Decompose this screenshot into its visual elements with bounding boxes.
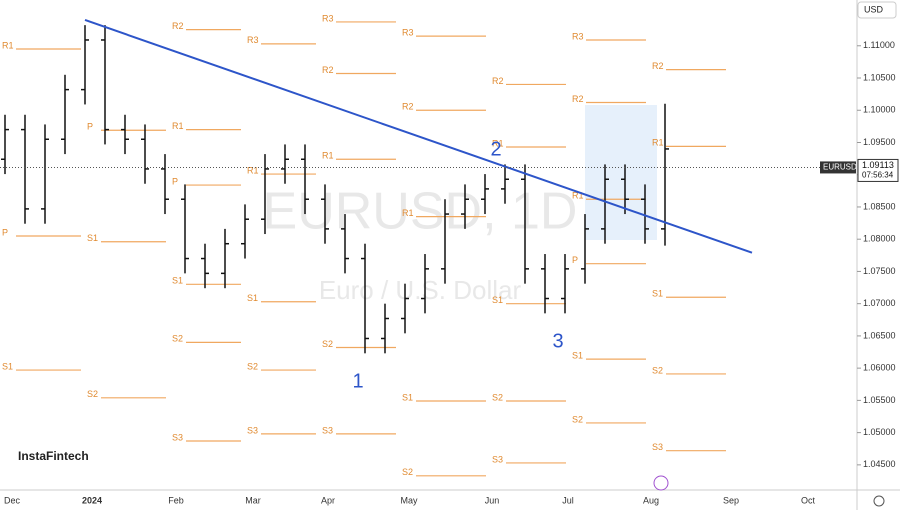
symbol: EURUSD xyxy=(823,163,857,172)
pivot-label: S3 xyxy=(247,425,258,435)
pivot-label: S1 xyxy=(572,350,583,360)
pivot-label: S1 xyxy=(2,361,13,371)
pivot-label: P xyxy=(572,255,578,265)
last-price: 1.09113 xyxy=(862,160,894,170)
x-tick-label: Feb xyxy=(168,495,184,505)
pivot-label: R1 xyxy=(322,151,334,161)
pivot-label: R1 xyxy=(492,138,504,148)
y-tick-label: 1.06000 xyxy=(863,363,896,373)
pivot-label: R2 xyxy=(402,102,414,112)
pivot-label: S1 xyxy=(87,233,98,243)
symbol-tag xyxy=(820,161,856,174)
pivot-label: S1 xyxy=(402,392,413,402)
y-tick-label: 1.10500 xyxy=(863,72,896,82)
brand: InstaFintech xyxy=(18,449,89,463)
pivot-label: R3 xyxy=(402,27,414,37)
pivot-label: R1 xyxy=(2,40,14,50)
pivot-label: R2 xyxy=(172,21,184,31)
wave-label: 2 xyxy=(490,138,501,160)
pivot-label: P xyxy=(2,227,8,237)
pivot-label: S2 xyxy=(402,467,413,477)
pivot-label: S2 xyxy=(87,389,98,399)
pivot-label: S2 xyxy=(322,339,333,349)
x-tick-label: Oct xyxy=(801,495,816,505)
y-tick-label: 1.09500 xyxy=(863,137,896,147)
y-tick-label: 1.08000 xyxy=(863,234,896,244)
x-tick-label: Dec xyxy=(4,495,21,505)
currency[interactable]: USD xyxy=(864,4,884,14)
countdown: 07:56:34 xyxy=(862,171,894,180)
y-tick-label: 1.07000 xyxy=(863,298,896,308)
y-tick-label: 1.08500 xyxy=(863,201,896,211)
pivot-label: S2 xyxy=(247,361,258,371)
watermark: EURUSD, 1D xyxy=(263,183,578,241)
pivot-label: R3 xyxy=(572,31,584,41)
x-tick-label: Apr xyxy=(321,495,335,505)
event-icon[interactable] xyxy=(653,475,669,491)
x-tick-label: May xyxy=(400,495,418,505)
pivot-label: S2 xyxy=(572,414,583,424)
wave-label: 3 xyxy=(552,330,563,352)
x-tick-label: Jul xyxy=(562,495,574,505)
pivot-label: P xyxy=(172,176,178,186)
x-tick-label: Jun xyxy=(485,495,500,505)
x-tick-label: Aug xyxy=(643,495,659,505)
pivot-label: S2 xyxy=(652,365,663,375)
watermark-subtitle: Euro / U.S. Dollar xyxy=(319,275,522,305)
pivot-label: S3 xyxy=(172,432,183,442)
pivot-label: R2 xyxy=(322,65,334,75)
x-tick-label: 2024 xyxy=(82,495,102,505)
pivot-label: S1 xyxy=(247,293,258,303)
pivot-label: S2 xyxy=(492,392,503,402)
y-tick-label: 1.04500 xyxy=(863,459,896,469)
y-tick-label: 1.07500 xyxy=(863,266,896,276)
pivot-label: R1 xyxy=(402,208,414,218)
pivot-label: S1 xyxy=(652,289,663,299)
volume-profile xyxy=(585,105,657,240)
x-tick-label: Mar xyxy=(245,495,261,505)
wave-label: 1 xyxy=(352,370,363,392)
pivot-label: S3 xyxy=(492,454,503,464)
pivot-label: R2 xyxy=(572,94,584,104)
pivot-label: S2 xyxy=(172,334,183,344)
price-tag xyxy=(857,158,899,182)
y-tick-label: 1.06500 xyxy=(863,330,896,340)
pivot-label: R1 xyxy=(572,191,584,201)
pivot-label: R1 xyxy=(247,165,259,175)
y-tick-label: 1.05500 xyxy=(863,395,896,405)
pivot-label: S1 xyxy=(172,276,183,286)
pivot-label: R1 xyxy=(172,121,184,131)
pivot-label: R1 xyxy=(652,138,664,148)
y-tick-label: 1.05000 xyxy=(863,427,896,437)
pivot-label: S1 xyxy=(492,295,503,305)
x-tick-label: Sep xyxy=(723,495,739,505)
pivot-label: R3 xyxy=(247,35,259,45)
y-tick-label: 1.11000 xyxy=(863,40,895,50)
y-tick-label: 1.10000 xyxy=(863,105,896,115)
pivot-label: S3 xyxy=(652,442,663,452)
pivot-label: S3 xyxy=(322,425,333,435)
trendline xyxy=(84,19,753,254)
brand-box xyxy=(10,440,120,474)
pivot-label: R2 xyxy=(652,61,664,71)
pivot-label: P xyxy=(87,122,93,132)
pivot-label: R2 xyxy=(492,76,504,86)
pivot-label: R3 xyxy=(322,13,334,23)
currency-button[interactable] xyxy=(857,1,897,19)
settings-icon[interactable] xyxy=(873,495,885,507)
